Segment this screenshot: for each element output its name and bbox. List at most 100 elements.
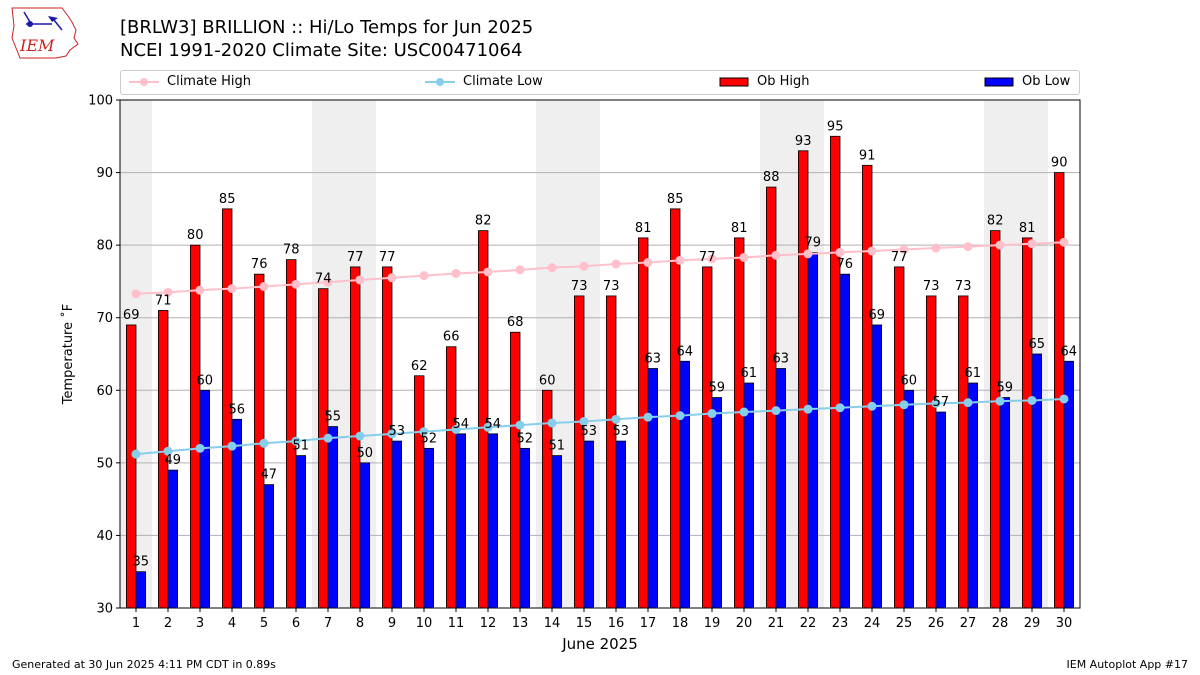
- legend-item-ob-low: Ob Low: [984, 74, 1070, 89]
- bar-ob-high: [958, 295, 969, 609]
- point-climate-low: [579, 416, 589, 426]
- point-climate-high: [259, 282, 269, 292]
- plot-frame: [119, 99, 1081, 609]
- bar-ob-high: [734, 237, 745, 609]
- point-climate-low: [963, 398, 973, 408]
- x-tick-label: 29: [1024, 616, 1041, 631]
- bar-ob-high: [638, 237, 649, 609]
- legend-item-climate-low: Climate Low: [425, 74, 543, 89]
- point-climate-low: [387, 429, 397, 439]
- weather-station-icon: [23, 11, 63, 31]
- label-ob-low: 52: [421, 431, 438, 446]
- label-ob-high: 69: [123, 308, 140, 323]
- y-tick-label: 40: [96, 529, 113, 544]
- x-tick-label: 28: [992, 616, 1009, 631]
- point-climate-high: [483, 267, 493, 277]
- point-climate-high: [515, 265, 525, 275]
- x-tick-label: 24: [864, 616, 881, 631]
- point-climate-low: [739, 407, 749, 417]
- point-climate-high: [451, 268, 461, 278]
- label-ob-high: 60: [539, 373, 556, 388]
- x-tick-label: 7: [324, 616, 332, 631]
- line-climate-low: [135, 397, 1065, 456]
- bar-ob-high: [702, 266, 713, 609]
- bar-ob-low: [679, 360, 691, 609]
- point-climate-low: [803, 404, 813, 414]
- label-ob-low: 55: [325, 410, 342, 425]
- label-ob-low: 79: [805, 235, 822, 250]
- label-ob-high: 74: [315, 272, 332, 287]
- bar-ob-low: [391, 440, 403, 609]
- bar-ob-high: [317, 288, 329, 609]
- bar-ob-low: [359, 462, 371, 609]
- bar-ob-low: [519, 447, 531, 609]
- label-ob-high: 73: [955, 279, 972, 294]
- point-climate-low: [931, 398, 941, 408]
- legend-label: Climate Low: [463, 74, 543, 89]
- label-ob-high: 95: [827, 119, 844, 134]
- label-ob-high: 93: [795, 134, 812, 149]
- bar-ob-low: [967, 382, 979, 609]
- bar-ob-high: [990, 230, 1001, 609]
- label-ob-low: 65: [1029, 337, 1046, 352]
- point-climate-low: [195, 443, 205, 453]
- bar-ob-high: [285, 259, 297, 609]
- point-climate-high: [931, 243, 941, 253]
- label-ob-low: 64: [1061, 344, 1078, 359]
- bar-ob-low: [487, 433, 499, 609]
- label-ob-high: 82: [475, 214, 492, 229]
- label-ob-low: 52: [517, 431, 534, 446]
- bar-ob-high: [606, 295, 617, 609]
- bar-ob-low: [711, 397, 723, 609]
- label-ob-high: 71: [155, 293, 172, 308]
- point-climate-high: [1059, 237, 1069, 247]
- bar-ob-high: [445, 346, 457, 609]
- bar-ob-high: [413, 375, 425, 609]
- point-climate-low: [899, 400, 909, 410]
- label-ob-low: 56: [229, 402, 246, 417]
- x-tick-label: 26: [928, 616, 945, 631]
- bar-ob-high: [862, 164, 873, 609]
- x-tick-label: 13: [512, 616, 529, 631]
- bar-ob-low: [583, 440, 595, 609]
- y-axis-label: Temperature ˚F: [60, 304, 76, 405]
- point-climate-high: [355, 275, 365, 285]
- point-climate-low: [1027, 395, 1037, 405]
- label-ob-high: 66: [443, 330, 460, 345]
- x-tick-label: 16: [608, 616, 625, 631]
- point-climate-low: [707, 409, 717, 419]
- legend-item-climate-high: Climate High: [129, 74, 251, 89]
- point-climate-high: [419, 271, 429, 281]
- point-climate-high: [227, 284, 237, 294]
- bar-ob-high: [894, 266, 905, 609]
- label-ob-high: 81: [635, 221, 652, 236]
- bar-ob-low: [135, 571, 147, 609]
- label-ob-high: 78: [283, 243, 300, 258]
- point-climate-low: [323, 433, 333, 443]
- label-ob-low: 51: [549, 439, 566, 454]
- label-ob-low: 53: [389, 424, 406, 439]
- point-climate-low: [547, 418, 557, 428]
- label-ob-high: 91: [859, 148, 876, 163]
- point-climate-high: [867, 246, 877, 256]
- label-ob-low: 57: [933, 395, 950, 410]
- x-tick-label: 15: [576, 616, 593, 631]
- label-ob-low: 60: [197, 373, 214, 388]
- bar-ob-low: [647, 368, 659, 609]
- label-ob-high: 77: [347, 250, 364, 265]
- logo-text: IEM: [19, 36, 55, 55]
- bar-ob-low: [455, 433, 467, 609]
- bar-ob-low: [839, 273, 851, 609]
- bar-ob-high: [1054, 172, 1065, 609]
- point-climate-high: [995, 240, 1005, 250]
- x-tick-label: 18: [672, 616, 689, 631]
- label-ob-low: 60: [901, 373, 918, 388]
- y-tick-label: 30: [96, 602, 113, 617]
- x-tick-label: 12: [480, 616, 497, 631]
- point-climate-low: [355, 431, 365, 441]
- bar-ob-low: [615, 440, 627, 609]
- point-climate-high: [163, 287, 173, 297]
- bar-ob-high: [830, 135, 841, 609]
- x-tick-label: 20: [736, 616, 753, 631]
